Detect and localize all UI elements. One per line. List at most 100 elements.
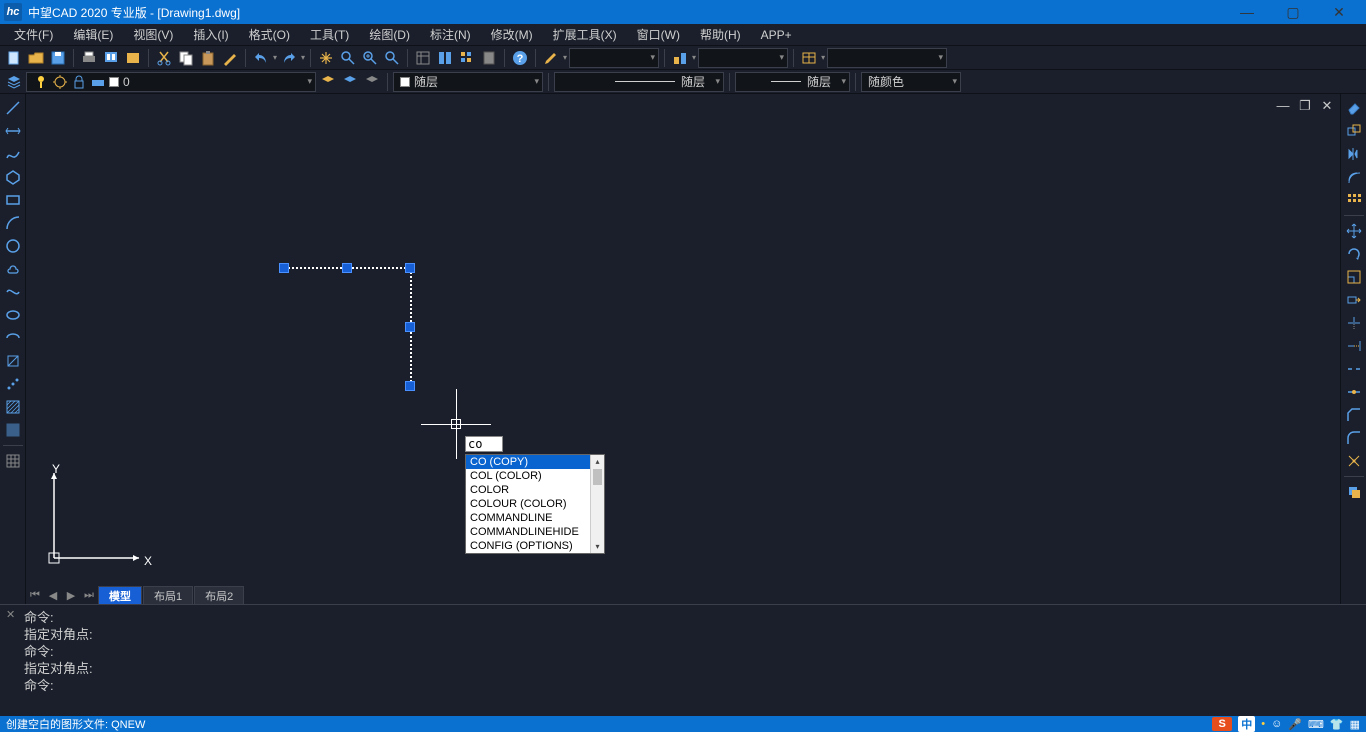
menu-item[interactable]: 标注(N) bbox=[420, 24, 481, 45]
minimize-button[interactable]: — bbox=[1224, 3, 1270, 21]
xline-icon[interactable] bbox=[3, 121, 23, 141]
menu-item[interactable]: 窗口(W) bbox=[627, 24, 690, 45]
grip-handle[interactable] bbox=[279, 263, 289, 273]
tab-prev-icon[interactable]: ◀ bbox=[44, 589, 62, 602]
close-button[interactable]: ✕ bbox=[1316, 3, 1362, 21]
block-drop[interactable] bbox=[698, 48, 788, 68]
cmdhist-close-icon[interactable]: ✕ bbox=[6, 607, 15, 624]
insert-icon[interactable] bbox=[3, 351, 23, 371]
emoji-icon[interactable]: ☺ bbox=[1271, 718, 1282, 730]
layer-manager-icon[interactable] bbox=[4, 72, 24, 92]
help-icon[interactable]: ? bbox=[510, 48, 530, 68]
grip-handle[interactable] bbox=[342, 263, 352, 273]
menu-item[interactable]: 工具(T) bbox=[300, 24, 359, 45]
autocomplete-item[interactable]: CONFIG (OPTIONS) bbox=[466, 539, 604, 553]
open-icon[interactable] bbox=[26, 48, 46, 68]
skin-icon[interactable]: 👕 bbox=[1330, 718, 1344, 731]
menu-item[interactable]: 插入(I) bbox=[183, 24, 238, 45]
tab-next-icon[interactable]: ▶ bbox=[62, 589, 80, 602]
doc-minimize-button[interactable]: — bbox=[1274, 98, 1292, 114]
undo-icon[interactable] bbox=[251, 48, 271, 68]
grip-handle[interactable] bbox=[405, 322, 415, 332]
fillet-icon[interactable] bbox=[1344, 428, 1364, 448]
menu-item[interactable]: 编辑(E) bbox=[63, 24, 123, 45]
move-icon[interactable] bbox=[1344, 221, 1364, 241]
region-icon[interactable] bbox=[3, 420, 23, 440]
trim-icon[interactable] bbox=[1344, 313, 1364, 333]
revcloud-icon[interactable] bbox=[3, 259, 23, 279]
doc-close-button[interactable]: ✕ bbox=[1318, 98, 1336, 114]
drawing-canvas[interactable]: — ❐ ✕ ▴▾ CO (COPY)COL (COLOR)COLORCOLOUR… bbox=[26, 94, 1340, 586]
layout-tab[interactable]: 布局1 bbox=[143, 586, 193, 605]
grip-handle[interactable] bbox=[405, 381, 415, 391]
command-autocomplete[interactable]: ▴▾ CO (COPY)COL (COLOR)COLORCOLOUR (COLO… bbox=[465, 454, 605, 554]
layout-tab[interactable]: 布局2 bbox=[194, 586, 244, 605]
autocomplete-item[interactable]: COLOR bbox=[466, 483, 604, 497]
mirror-icon[interactable] bbox=[1344, 144, 1364, 164]
layer-drop[interactable]: 0 bbox=[26, 72, 316, 92]
lineweight-drop[interactable]: 随层 bbox=[735, 72, 850, 92]
linetype-drop[interactable]: 随层 bbox=[554, 72, 724, 92]
polygon-icon[interactable] bbox=[3, 167, 23, 187]
redo-icon[interactable] bbox=[279, 48, 299, 68]
table-drop[interactable] bbox=[827, 48, 947, 68]
rectangle-icon[interactable] bbox=[3, 190, 23, 210]
array-icon[interactable] bbox=[1344, 190, 1364, 210]
menu-item[interactable]: 视图(V) bbox=[123, 24, 183, 45]
autocomplete-item[interactable]: COMMANDLINE bbox=[466, 511, 604, 525]
print-icon[interactable] bbox=[79, 48, 99, 68]
menu-item[interactable]: APP+ bbox=[751, 26, 802, 44]
mic-icon[interactable]: 🎤 bbox=[1288, 718, 1302, 731]
table-icon[interactable] bbox=[799, 48, 819, 68]
break-icon[interactable] bbox=[1344, 359, 1364, 379]
chamfer-icon[interactable] bbox=[1344, 405, 1364, 425]
ellipse-icon[interactable] bbox=[3, 305, 23, 325]
style-drop[interactable] bbox=[569, 48, 659, 68]
autocomplete-item[interactable]: COMMANDLINEHIDE bbox=[466, 525, 604, 539]
arc-icon[interactable] bbox=[3, 213, 23, 233]
autocomplete-item[interactable]: CO (COPY) bbox=[466, 455, 604, 469]
extend-icon[interactable] bbox=[1344, 336, 1364, 356]
layout-tab[interactable]: 模型 bbox=[98, 586, 142, 605]
design-center-icon[interactable] bbox=[435, 48, 455, 68]
keyboard-icon[interactable]: ⌨ bbox=[1308, 718, 1324, 731]
menu-item[interactable]: 绘图(D) bbox=[359, 24, 420, 45]
stretch-icon[interactable] bbox=[1344, 290, 1364, 310]
ime-lang[interactable]: 中 bbox=[1238, 716, 1255, 732]
spline-icon[interactable] bbox=[3, 282, 23, 302]
color-drop[interactable]: 随层 bbox=[393, 72, 543, 92]
cut-icon[interactable] bbox=[154, 48, 174, 68]
new-icon[interactable] bbox=[4, 48, 24, 68]
properties-icon[interactable] bbox=[413, 48, 433, 68]
match-icon[interactable] bbox=[220, 48, 240, 68]
menu-item[interactable]: 文件(F) bbox=[4, 24, 63, 45]
calc-icon[interactable] bbox=[479, 48, 499, 68]
preview-icon[interactable] bbox=[101, 48, 121, 68]
tab-last-icon[interactable]: ⏭ bbox=[80, 589, 98, 602]
explode-icon[interactable] bbox=[1344, 451, 1364, 471]
zoom-realtime-icon[interactable] bbox=[338, 48, 358, 68]
layer-prev-icon[interactable] bbox=[318, 72, 338, 92]
publish-icon[interactable] bbox=[123, 48, 143, 68]
save-icon[interactable] bbox=[48, 48, 68, 68]
copy-icon[interactable] bbox=[176, 48, 196, 68]
paste-icon[interactable] bbox=[198, 48, 218, 68]
pline-icon[interactable] bbox=[3, 144, 23, 164]
line-icon[interactable] bbox=[3, 98, 23, 118]
rotate-icon[interactable] bbox=[1344, 244, 1364, 264]
maximize-button[interactable]: ▢ bbox=[1270, 3, 1316, 21]
hatch-icon[interactable] bbox=[3, 397, 23, 417]
point-icon[interactable] bbox=[3, 374, 23, 394]
dynamic-input[interactable] bbox=[465, 436, 503, 452]
menu-item[interactable]: 修改(M) bbox=[481, 24, 543, 45]
block-icon[interactable] bbox=[670, 48, 690, 68]
zoom-prev-icon[interactable] bbox=[382, 48, 402, 68]
doc-restore-button[interactable]: ❐ bbox=[1296, 98, 1314, 114]
tool-palette-icon[interactable] bbox=[457, 48, 477, 68]
settings-icon[interactable]: ▦ bbox=[1350, 718, 1360, 731]
join-icon[interactable] bbox=[1344, 382, 1364, 402]
tab-first-icon[interactable]: ⏮ bbox=[26, 589, 44, 602]
ime-indicator[interactable]: S bbox=[1212, 717, 1232, 731]
scale-icon[interactable] bbox=[1344, 267, 1364, 287]
pan-icon[interactable] bbox=[316, 48, 336, 68]
